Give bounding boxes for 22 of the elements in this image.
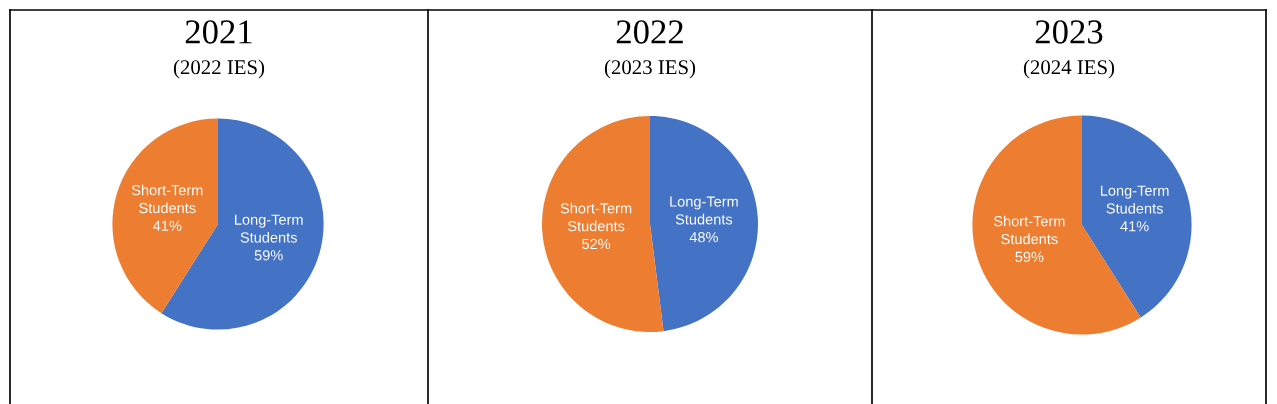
slice-label: Long-Term Students — [1100, 185, 1169, 214]
chart-title: 2022 — [616, 20, 683, 44]
chart-title: 2023 — [1035, 20, 1103, 44]
data-label: 59% — [1015, 251, 1044, 263]
slice-label: Short-Term Students — [993, 215, 1065, 245]
pie-slice — [112, 118, 218, 314]
chart-subtitle: (2023 IES) — [604, 59, 696, 79]
pie-slice — [542, 116, 664, 332]
slice-label: Short-Term Students — [131, 184, 203, 214]
data-label: 59% — [254, 250, 283, 261]
chart-subtitle: (2024 IES) — [1023, 59, 1115, 79]
pie-slice — [1082, 115, 1192, 318]
data-label: 41% — [153, 220, 182, 231]
pie-slice — [650, 116, 758, 332]
slice-label: Long-Term Students — [235, 214, 303, 243]
chart-subtitle: (2022 IES) — [173, 59, 265, 79]
slice-label: Short-Term Students — [560, 202, 632, 232]
chart-title: 2021 — [185, 20, 252, 44]
slice-label: Long-Term Students — [670, 196, 738, 225]
data-label: 41% — [1120, 221, 1149, 232]
data-label: 52% — [582, 238, 611, 250]
data-label: 48% — [689, 232, 718, 243]
